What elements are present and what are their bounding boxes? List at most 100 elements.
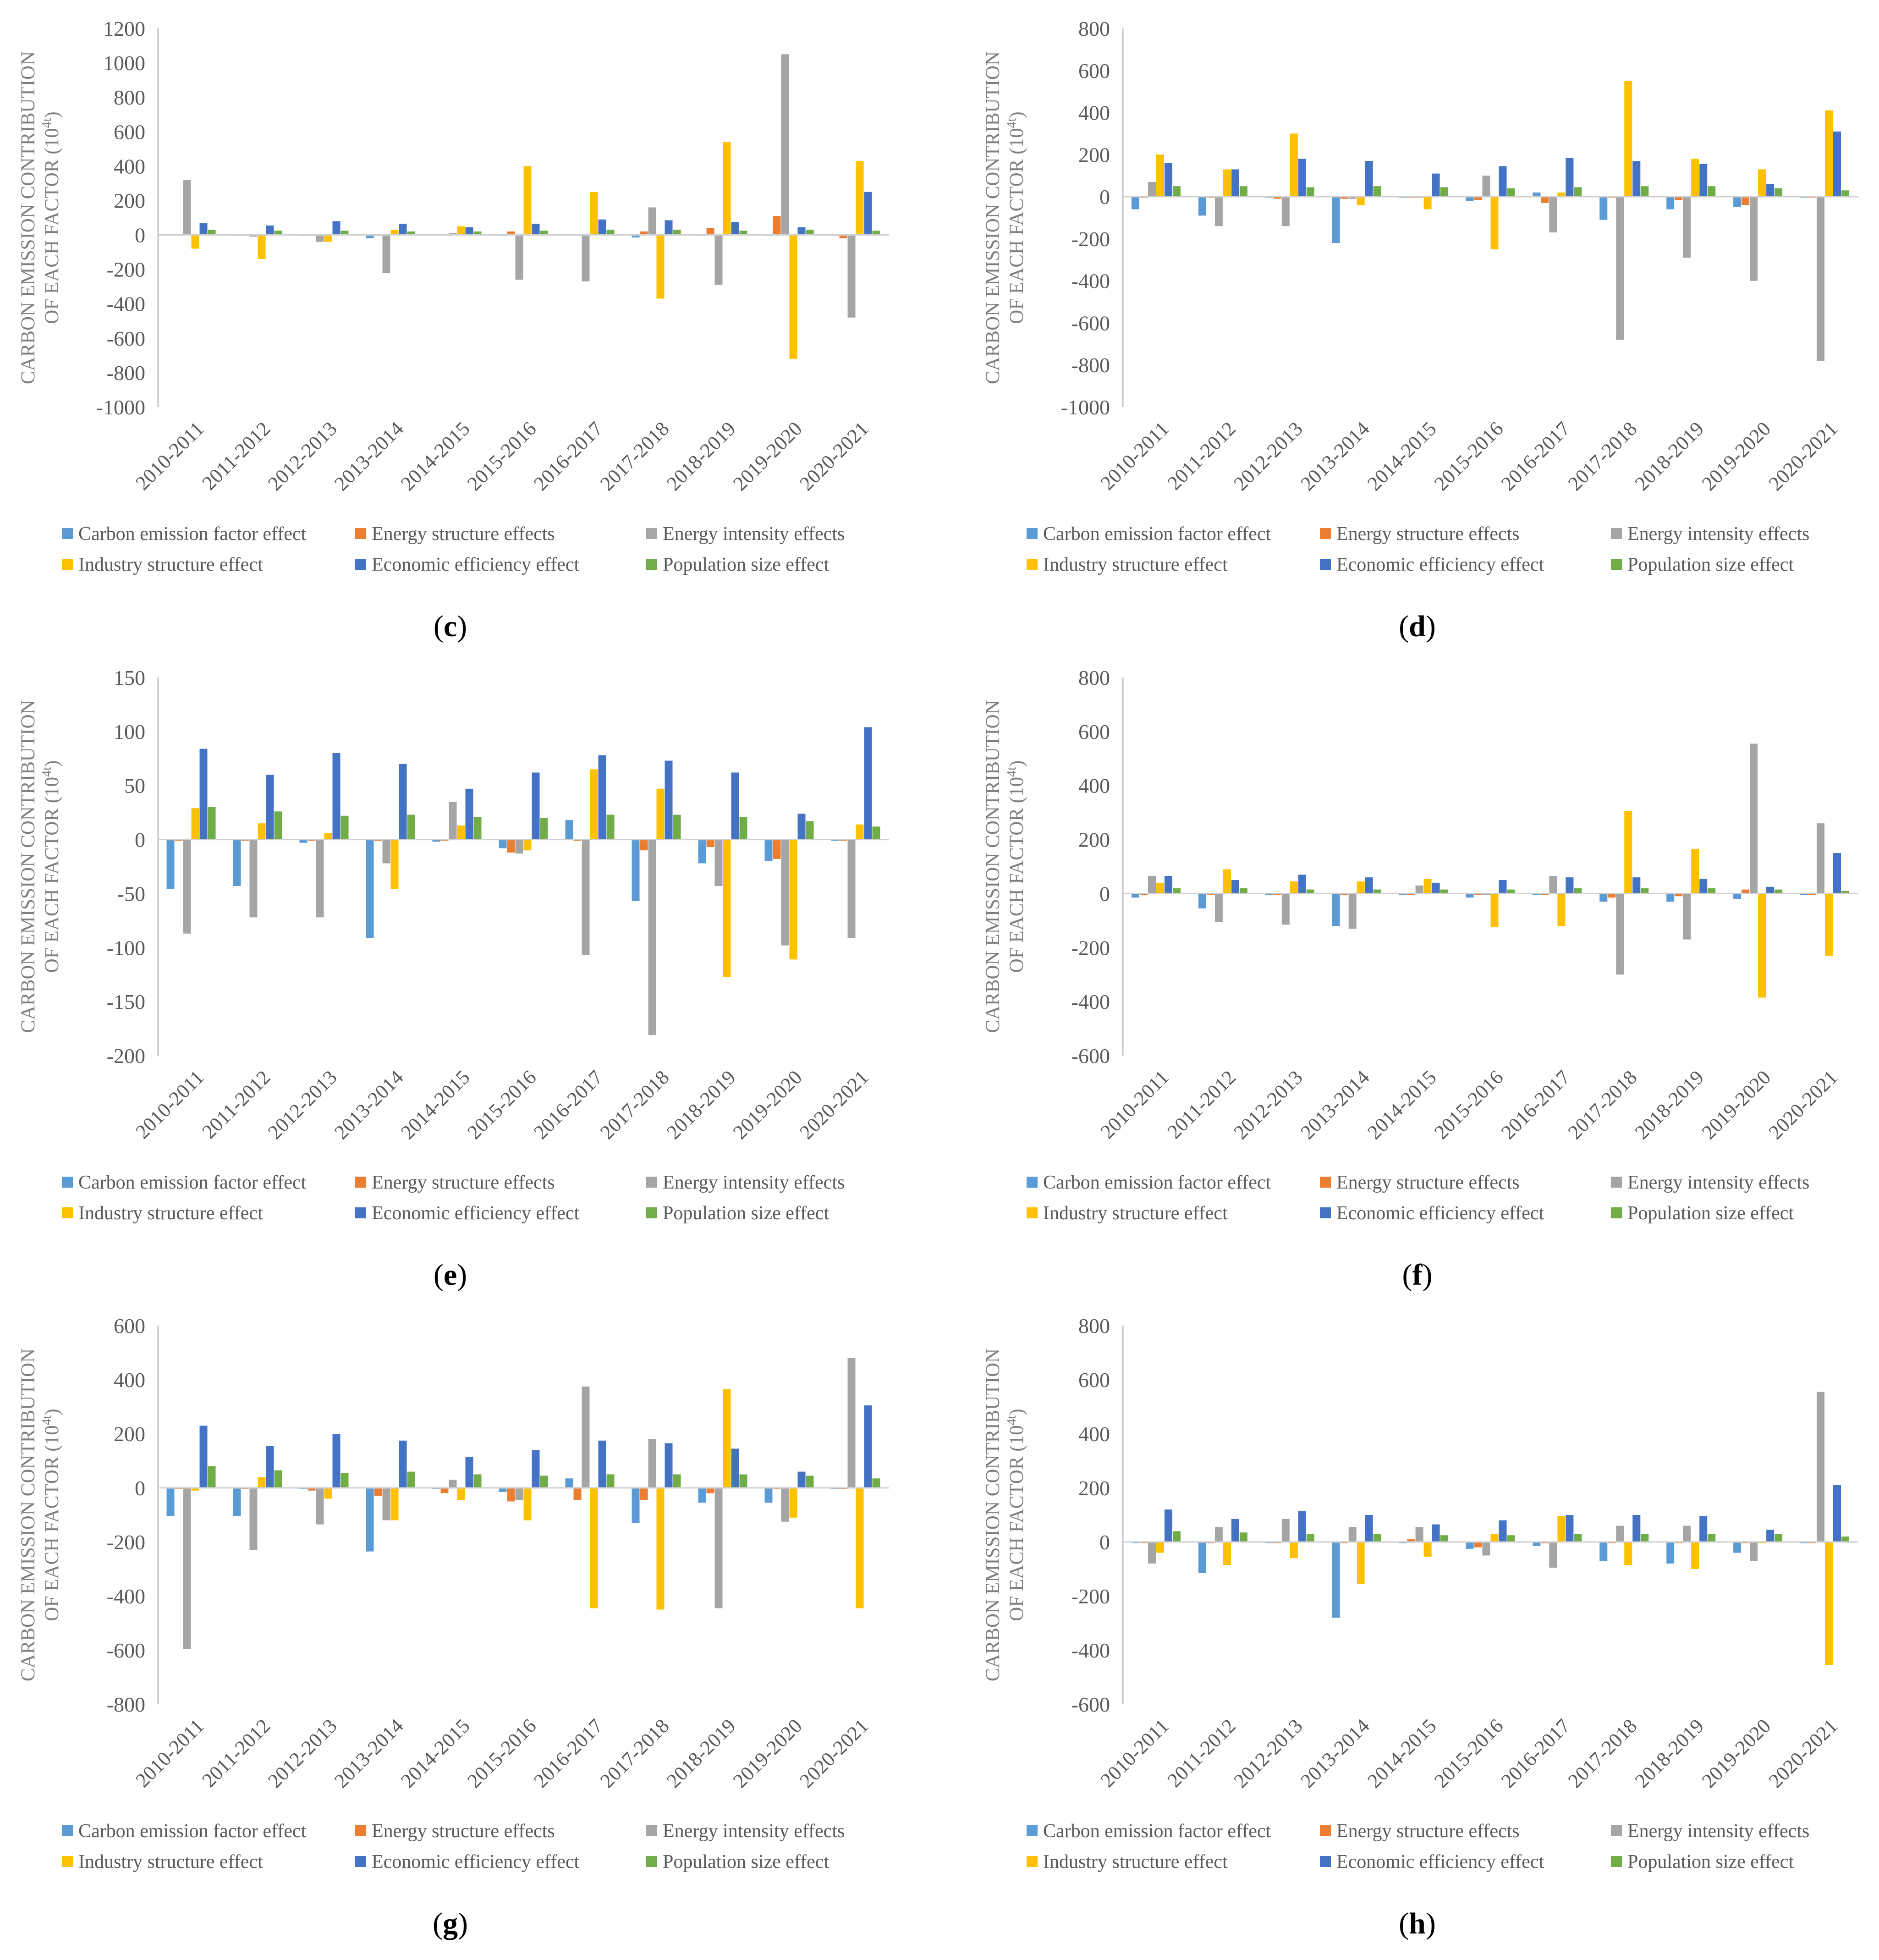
- bar-2017-2018-carbon-emission-factor-effect: [1599, 893, 1608, 902]
- x-tick-label: 2018-2019: [662, 417, 740, 495]
- x-tick-label: 2010-2011: [1096, 1714, 1173, 1791]
- y-tick-label: 150: [114, 666, 145, 689]
- x-tick-label: 2017-2018: [596, 1714, 673, 1792]
- bar-2017-2018-carbon-emission-factor-effect: [1599, 197, 1608, 220]
- bar-2013-2014-industry-structure-effect: [390, 839, 399, 889]
- y-axis-label-line2: OF EACH FACTOR (104t): [40, 111, 63, 324]
- bar-2013-2014-energy-intensity-effects: [1348, 893, 1357, 929]
- y-tick-label: -50: [117, 882, 145, 905]
- bar-2018-2019-population-size-effect: [739, 1474, 747, 1488]
- bar-2019-2020-energy-intensity-effects: [1750, 1542, 1758, 1561]
- bar-2018-2019-industry-structure-effect: [1691, 159, 1699, 197]
- legend-entry: Industry structure effect: [78, 1851, 263, 1872]
- y-tick-label: 0: [135, 828, 145, 852]
- bar-2017-2018-energy-intensity-effects: [1616, 893, 1624, 975]
- bar-2018-2019-carbon-emission-factor-effect: [1666, 1542, 1675, 1564]
- bar-2016-2017-energy-intensity-effects: [582, 235, 590, 281]
- bar-2020-2021-population-size-effect: [1841, 1536, 1849, 1542]
- bar-2018-2019-energy-structure-effects: [706, 1488, 714, 1493]
- legend-entry: Economic efficiency effect: [372, 1851, 580, 1872]
- bar-2016-2017-population-size-effect: [606, 815, 615, 840]
- bar-2014-2015-energy-structure-effects: [440, 1488, 449, 1493]
- bar-2012-2013-economic-efficiency-effect: [332, 221, 341, 235]
- bar-2018-2019-energy-structure-effects: [1675, 893, 1683, 897]
- bar-2016-2017-economic-efficiency-effect: [598, 755, 606, 840]
- x-tick-label: 2018-2019: [1631, 1066, 1708, 1143]
- bar-2017-2018-economic-efficiency-effect: [665, 220, 673, 235]
- bar-2011-2012-population-size-effect: [1239, 1532, 1247, 1542]
- bar-2010-2011-economic-efficiency-effect: [199, 749, 208, 840]
- y-tick-label: -600: [1071, 311, 1110, 335]
- y-tick-label: -200: [107, 1531, 145, 1554]
- bar-2014-2015-population-size-effect: [1440, 187, 1448, 197]
- bar-2015-2016-economic-efficiency-effect: [1499, 1520, 1507, 1542]
- bar-2015-2016-energy-structure-effects: [1474, 197, 1482, 200]
- bar-2010-2011-energy-intensity-effects: [1148, 182, 1156, 197]
- y-tick-label: -800: [1071, 353, 1110, 377]
- bar-2010-2011-energy-intensity-effects: [183, 1488, 191, 1649]
- bar-2018-2019-carbon-emission-factor-effect: [698, 1488, 706, 1503]
- bar-2010-2011-industry-structure-effect: [191, 235, 199, 249]
- bar-2019-2020-energy-intensity-effects: [781, 1488, 789, 1522]
- bar-2014-2015-economic-efficiency-effect: [465, 227, 473, 235]
- y-tick-label: -400: [1071, 1639, 1110, 1662]
- panel-label: (c): [434, 610, 467, 643]
- bar-2018-2019-economic-efficiency-effect: [1699, 879, 1708, 894]
- bar-2012-2013-population-size-effect: [1306, 187, 1314, 197]
- bar-2016-2017-energy-structure-effects: [1541, 197, 1549, 203]
- bar-2013-2014-energy-intensity-effects: [1348, 1527, 1357, 1542]
- y-tick-label: 600: [114, 1314, 145, 1338]
- x-tick-label: 2018-2019: [662, 1066, 740, 1143]
- bar-2016-2017-population-size-effect: [1574, 187, 1582, 197]
- y-axis-label-line2: OF EACH FACTOR (104t): [40, 760, 63, 973]
- bar-2015-2016-economic-efficiency-effect: [532, 1450, 540, 1488]
- y-tick-label: -200: [1071, 1585, 1110, 1608]
- y-axis-label-line1: CARBON EMISSION CONTRIBUTION: [982, 51, 1004, 384]
- legend-swatch: [1027, 1856, 1038, 1867]
- bar-2018-2019-energy-intensity-effects: [1683, 197, 1691, 258]
- bar-2018-2019-energy-intensity-effects: [1683, 893, 1691, 940]
- bar-2016-2017-energy-structure-effects: [573, 1488, 582, 1500]
- legend-swatch: [1027, 1825, 1038, 1836]
- legend-swatch: [1320, 1177, 1331, 1188]
- bar-2011-2012-industry-structure-effect: [1223, 869, 1231, 894]
- y-axis-label-line2: OF EACH FACTOR (104t): [1005, 1409, 1027, 1621]
- legend-entry: Energy intensity effects: [663, 1172, 845, 1193]
- bar-2017-2018-economic-efficiency-effect: [1632, 1515, 1641, 1542]
- chart-panel-e: -200 -150 -100 -50 0 50 100 150 2010-20112011-20…: [17, 666, 889, 1292]
- bar-2012-2013-economic-efficiency-effect: [1298, 875, 1306, 894]
- bar-2015-2016-industry-structure-effect: [523, 166, 532, 235]
- bar-2017-2018-industry-structure-effect: [656, 235, 665, 299]
- legend-swatch: [62, 1825, 73, 1836]
- bar-2019-2020-industry-structure-effect: [1758, 893, 1766, 998]
- bar-2012-2013-economic-efficiency-effect: [1298, 1511, 1306, 1542]
- bar-2010-2011-energy-intensity-effects: [183, 180, 191, 235]
- bar-2019-2020-energy-intensity-effects: [781, 839, 789, 946]
- bar-2014-2015-energy-intensity-effects: [449, 1480, 457, 1488]
- panel-label: (g): [433, 1907, 468, 1940]
- bar-2012-2013-population-size-effect: [341, 1473, 349, 1488]
- bar-2012-2013-carbon-emission-factor-effect: [299, 839, 308, 843]
- bar-2016-2017-industry-structure-effect: [1557, 893, 1566, 926]
- bar-2010-2011-carbon-emission-factor-effect: [166, 1488, 175, 1516]
- bar-2016-2017-energy-intensity-effects: [1549, 1542, 1557, 1568]
- bar-2013-2014-energy-intensity-effects: [382, 839, 390, 864]
- bar-2016-2017-economic-efficiency-effect: [1566, 877, 1574, 894]
- legend-swatch: [355, 559, 366, 570]
- y-tick-label: 400: [1078, 101, 1110, 125]
- bar-2017-2018-energy-structure-effects: [640, 1488, 648, 1500]
- bar-2014-2015-population-size-effect: [1440, 889, 1448, 894]
- bar-2015-2016-industry-structure-effect: [523, 1488, 532, 1520]
- bar-2012-2013-economic-efficiency-effect: [1298, 159, 1306, 197]
- bar-2019-2020-carbon-emission-factor-effect: [1733, 1542, 1742, 1553]
- bar-2018-2019-industry-structure-effect: [723, 1389, 731, 1488]
- bar-2015-2016-energy-intensity-effects: [1482, 1542, 1490, 1556]
- bar-2018-2019-industry-structure-effect: [723, 839, 731, 977]
- bar-2019-2020-carbon-emission-factor-effect: [764, 1488, 773, 1503]
- x-tick-label: 2017-2018: [1564, 417, 1641, 495]
- bar-2020-2021-energy-intensity-effects: [1817, 1392, 1824, 1542]
- bar-2015-2016-industry-structure-effect: [1490, 1534, 1499, 1542]
- y-tick-label: 600: [114, 120, 145, 143]
- bar-2015-2016-energy-structure-effects: [507, 1488, 515, 1502]
